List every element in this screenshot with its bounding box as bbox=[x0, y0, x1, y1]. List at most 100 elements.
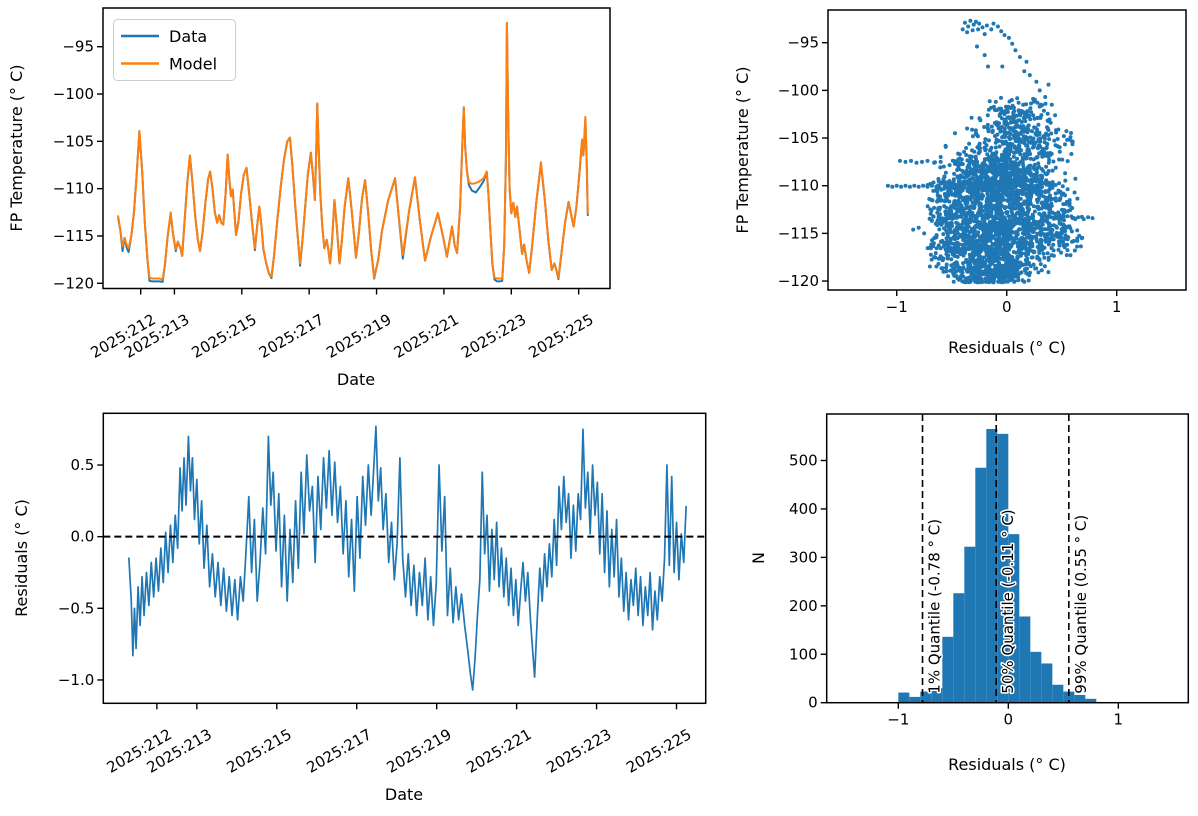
scatter-point bbox=[1013, 193, 1018, 198]
scatter-point bbox=[1029, 221, 1034, 226]
scatter-point bbox=[957, 152, 962, 157]
scatter-point bbox=[1005, 247, 1010, 251]
scatter-point bbox=[951, 266, 956, 271]
scatter-point bbox=[1013, 48, 1018, 53]
scatter-point bbox=[1020, 192, 1025, 197]
scatter-point bbox=[987, 99, 992, 104]
scatter-point bbox=[940, 221, 944, 226]
scatter-point bbox=[941, 177, 946, 182]
scatter-point bbox=[993, 134, 997, 138]
scatter-point bbox=[1038, 230, 1043, 235]
model-series-line bbox=[117, 22, 589, 281]
scatter-point bbox=[925, 184, 930, 189]
scatter-point bbox=[967, 171, 972, 176]
scatter-point bbox=[945, 230, 950, 235]
scatter-point bbox=[1003, 270, 1008, 275]
scatter-point bbox=[1035, 100, 1040, 105]
scatter-point bbox=[1005, 173, 1010, 178]
scatter-point bbox=[1006, 135, 1011, 140]
scatter-point bbox=[1045, 118, 1050, 123]
scatter-point bbox=[1028, 117, 1033, 122]
scatter-point bbox=[1059, 192, 1064, 197]
scatter-point bbox=[946, 193, 950, 198]
scatter-point bbox=[1020, 109, 1025, 114]
scatter-point bbox=[938, 159, 943, 164]
scatter-point bbox=[1056, 188, 1061, 193]
y-tick-label: −1.0 bbox=[58, 671, 94, 689]
scatter-point bbox=[970, 168, 975, 173]
scatter-point bbox=[1020, 185, 1025, 190]
scatter-point bbox=[974, 224, 979, 229]
scatter-point bbox=[1018, 124, 1023, 129]
scatter-point bbox=[1008, 202, 1012, 207]
scatter-point bbox=[983, 272, 988, 277]
scatter-point bbox=[985, 232, 990, 237]
scatter-point bbox=[1003, 183, 1008, 188]
scatter-point bbox=[958, 202, 963, 207]
scatter-point bbox=[927, 216, 932, 221]
histogram-bar bbox=[1052, 684, 1064, 703]
scatter-point bbox=[939, 198, 944, 203]
scatter-point bbox=[1041, 134, 1046, 139]
x-tick-label: 0 bbox=[1002, 298, 1012, 316]
scatter-point bbox=[1037, 88, 1042, 93]
histogram-bar bbox=[1085, 698, 1097, 703]
scatter-point bbox=[1009, 179, 1014, 184]
scatter-point bbox=[1052, 138, 1057, 143]
scatter-point bbox=[995, 189, 1000, 194]
scatter-point bbox=[965, 158, 970, 163]
y-tick-label: −95 bbox=[62, 38, 94, 56]
scatter-point bbox=[936, 215, 941, 220]
scatter-point bbox=[1036, 204, 1041, 209]
scatter-point bbox=[993, 145, 998, 150]
scatter-point bbox=[1005, 219, 1010, 224]
scatter-point bbox=[1060, 239, 1065, 244]
scatter-point bbox=[978, 226, 983, 231]
scatter-point bbox=[1036, 122, 1041, 127]
scatter-point bbox=[944, 205, 949, 210]
scatter-point bbox=[1024, 240, 1029, 245]
scatter-point bbox=[971, 214, 976, 219]
scatter-point bbox=[1001, 197, 1006, 202]
scatter-point bbox=[1025, 205, 1030, 210]
scatter-point bbox=[1026, 128, 1031, 132]
scatter-point bbox=[1016, 199, 1020, 204]
scatter-point bbox=[966, 263, 971, 268]
scatter-point bbox=[987, 263, 992, 268]
scatter-point bbox=[1028, 152, 1033, 156]
scatter-point bbox=[1030, 212, 1035, 217]
scatter-point bbox=[953, 270, 958, 274]
scatter-point bbox=[1057, 149, 1062, 154]
y-tick-label: 400 bbox=[789, 500, 818, 518]
scatter-point bbox=[940, 266, 945, 271]
x-tick-label: 2025:217 bbox=[256, 310, 327, 362]
scatter-point bbox=[1025, 210, 1030, 215]
scatter-point bbox=[1012, 279, 1017, 284]
scatter-point bbox=[992, 192, 997, 197]
scatter-point bbox=[1026, 202, 1030, 207]
scatter-point bbox=[1048, 232, 1053, 237]
scatter-point bbox=[927, 264, 932, 269]
scatter-point bbox=[1062, 208, 1067, 213]
scatter-point bbox=[1020, 158, 1025, 163]
scatter-point bbox=[1030, 129, 1034, 134]
scatter-point bbox=[1027, 113, 1032, 118]
scatter-point bbox=[1075, 228, 1080, 233]
scatter-point bbox=[949, 263, 954, 268]
scatter-point bbox=[1008, 132, 1013, 136]
scatter-point bbox=[956, 246, 961, 251]
scatter-point bbox=[952, 199, 957, 203]
scatter-point bbox=[948, 268, 953, 273]
y-tick-label: 0 bbox=[808, 694, 818, 712]
scatter-point bbox=[1000, 180, 1005, 185]
scatter-point bbox=[1060, 157, 1065, 162]
scatter-point bbox=[967, 242, 971, 246]
scatter-point bbox=[976, 219, 981, 224]
scatter-point bbox=[968, 178, 973, 182]
scatter-point bbox=[1031, 136, 1036, 141]
scatter-point bbox=[991, 277, 996, 282]
scatter-point bbox=[987, 194, 992, 199]
ax-fp-temperature-timeseries: 2025:2122025:2132025:2152025:2172025:219… bbox=[7, 7, 611, 389]
scatter-point bbox=[1034, 170, 1039, 175]
scatter-point bbox=[997, 237, 1001, 242]
